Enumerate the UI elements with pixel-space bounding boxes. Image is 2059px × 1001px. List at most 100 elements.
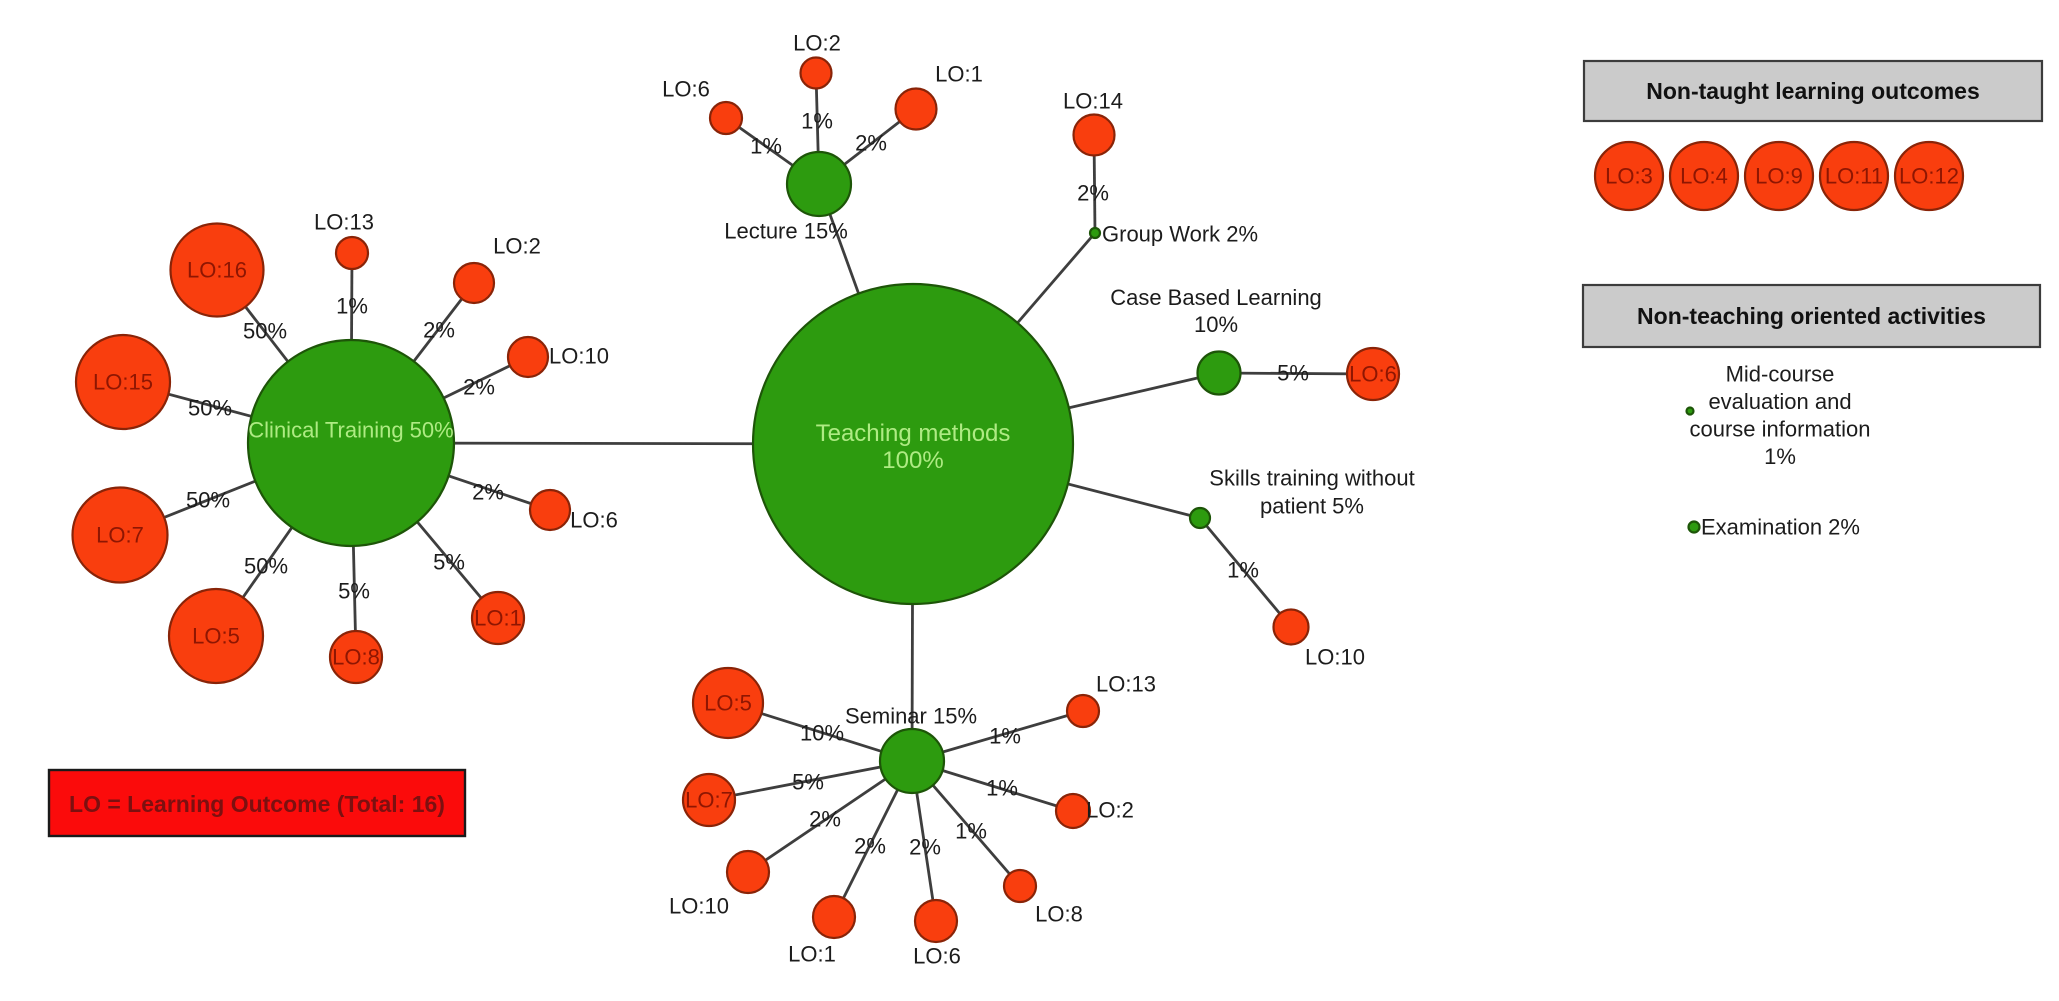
edge-label-lecture-l_lo6: 1%	[750, 134, 782, 159]
legend-non-taught-title: Non-taught learning outcomes	[1646, 78, 1980, 104]
legend-outcome-lo12	[1893, 140, 1965, 212]
node-se_lo8	[1002, 868, 1038, 904]
node-label-c_lo7: LO:7	[96, 523, 144, 548]
node-g_lo14	[1072, 113, 1116, 157]
edge-label-clinical-c_lo15: 50%	[188, 396, 232, 421]
edge-label-seminar-se_lo5: 10%	[800, 721, 844, 746]
node-label-se_lo13: LO:13	[1096, 672, 1156, 697]
node-label-c_lo2: LO:2	[493, 234, 541, 259]
node-c_lo7	[71, 486, 169, 584]
node-cb_lo6	[1345, 346, 1401, 402]
node-label-cbl-line2: 10%	[1194, 312, 1238, 337]
node-label-l_lo2: LO:2	[793, 31, 841, 56]
node-c_lo13	[334, 235, 370, 271]
node-label-c_lo5: LO:5	[192, 624, 240, 649]
node-lecture	[785, 150, 853, 218]
node-label-clinical: Clinical Training 50%	[248, 418, 453, 443]
node-c_lo16	[169, 222, 265, 318]
node-c_lo15	[74, 333, 172, 431]
legend-outcome-label-lo4: LO:4	[1680, 164, 1728, 189]
node-l_lo6	[708, 100, 744, 136]
node-se_lo5	[691, 666, 765, 740]
node-c_lo8	[328, 629, 384, 685]
node-label-c_lo10: LO:10	[549, 344, 609, 369]
node-label-skills-line2: patient 5%	[1260, 494, 1364, 519]
node-label-seminar: Seminar 15%	[845, 704, 977, 729]
edge-label-clinical-c_lo5: 50%	[244, 554, 288, 579]
legend-outcome-label-lo12: LO:12	[1899, 164, 1959, 189]
legend-outcome-label-lo9: LO:9	[1755, 164, 1803, 189]
nodes-layer	[71, 56, 1401, 944]
node-label-c_lo13: LO:13	[314, 210, 374, 235]
node-c_lo6	[528, 488, 572, 532]
node-label-teaching-line1: Teaching methods	[816, 420, 1011, 447]
edge-label-groupwork-g_lo14: 2%	[1077, 181, 1109, 206]
node-c_lo2	[452, 261, 496, 305]
edge-label-seminar-se_lo8: 1%	[955, 819, 987, 844]
node-label-se_lo5: LO:5	[704, 691, 752, 716]
node-se_lo6	[913, 898, 959, 944]
legend-non-teaching-title: Non-teaching oriented activities	[1637, 303, 1986, 329]
node-label-c_lo8: LO:8	[332, 645, 380, 670]
node-label-c_lo15: LO:15	[93, 370, 153, 395]
node-label-g_lo14: LO:14	[1063, 89, 1123, 114]
node-label-c_lo16: LO:16	[187, 258, 247, 283]
node-se_lo13	[1065, 693, 1101, 729]
node-se_lo10	[725, 849, 771, 895]
legend-non-taught-items: LO:3 LO:4 LO:9 LO:11 LO:12	[1593, 140, 1965, 212]
edge-label-clinical-c_lo8: 5%	[338, 579, 370, 604]
legend-non-teaching-box	[1581, 283, 2042, 349]
legend-outcome-lo9	[1743, 140, 1815, 212]
node-label-se_lo8: LO:8	[1035, 902, 1083, 927]
node-clinical	[246, 338, 456, 548]
node-c_lo10	[506, 335, 550, 379]
node-label-teaching-line2: 100%	[882, 447, 943, 474]
node-seminar	[878, 727, 946, 795]
edge-label-seminar-se_lo10: 2%	[809, 807, 841, 832]
node-label-se_lo6: LO:6	[913, 944, 961, 969]
legend-outcome-label-lo11: LO:11	[1825, 164, 1883, 189]
node-cbl	[1196, 350, 1242, 396]
node-label-s_lo10: LO:10	[1305, 645, 1365, 670]
node-label-c_lo1: LO:1	[474, 606, 522, 631]
edge-label-lecture-l_lo2: 1%	[801, 109, 833, 134]
node-se_lo7	[681, 772, 737, 828]
node-se_lo1	[811, 894, 857, 940]
node-label-lecture: Lecture 15%	[724, 219, 848, 244]
legend-outcome-lo3	[1593, 140, 1665, 212]
edge-label-clinical-c_lo10: 2%	[463, 375, 495, 400]
node-label-skills-line1: Skills training without	[1209, 466, 1414, 491]
legend-midcourse-line3: course information	[1690, 417, 1871, 442]
legend-outcome-lo11	[1818, 140, 1890, 212]
edge-label-clinical-c_lo1: 5%	[433, 550, 465, 575]
node-teaching	[751, 282, 1075, 606]
abbreviation-note-box	[47, 768, 467, 838]
legend-midcourse-line2: evaluation and	[1708, 389, 1851, 414]
node-label-se_lo7: LO:7	[685, 788, 733, 813]
node-label-c_lo6: LO:6	[570, 508, 618, 533]
node-c_lo5	[167, 587, 265, 685]
node-label-cb_lo6: LO:6	[1349, 362, 1397, 387]
legend-outcome-label-lo3: LO:3	[1605, 164, 1653, 189]
edge-label-skills-s_lo10: 1%	[1227, 558, 1259, 583]
edge-label-lecture-l_lo1: 2%	[855, 131, 887, 156]
legend-non-taught-box	[1582, 59, 2044, 123]
abbreviation-note-text: LO = Learning Outcome (Total: 16)	[69, 791, 445, 817]
edge-label-seminar-se_lo6: 2%	[909, 835, 941, 860]
node-s_lo10	[1272, 608, 1310, 646]
node-groupwork	[1088, 226, 1102, 240]
note-layer: LO = Learning Outcome (Total: 16)	[47, 768, 467, 838]
edge-label-seminar-se_lo1: 2%	[854, 834, 886, 859]
node-l_lo2	[799, 56, 833, 90]
legend-examination-dot	[1687, 520, 1701, 534]
legend-midcourse-line4: 1%	[1764, 444, 1796, 469]
node-se_lo2	[1054, 792, 1092, 830]
edge-label-seminar-se_lo7: 5%	[792, 770, 824, 795]
node-label-se_lo10: LO:10	[669, 894, 729, 919]
node-label-l_lo6: LO:6	[662, 77, 710, 102]
legend-midcourse-line1: Mid-course	[1726, 362, 1835, 387]
edge-label-clinical-c_lo16: 50%	[243, 319, 287, 344]
